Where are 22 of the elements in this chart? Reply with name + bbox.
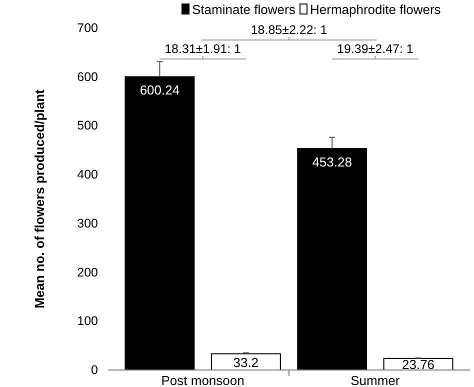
legend-label: Staminate flowers xyxy=(192,2,296,17)
annotation: 18.85±2.22: 1 xyxy=(250,23,328,37)
data-label: 600.24 xyxy=(140,82,180,98)
y-axis-title: Mean no. of flowers produced/plant xyxy=(32,88,47,308)
y-tick-label: 100 xyxy=(77,314,98,328)
bar xyxy=(124,76,195,370)
annotation: 19.39±2.47: 1 xyxy=(337,42,414,56)
y-tick-label: 400 xyxy=(77,168,98,182)
y-tick-label: 200 xyxy=(77,265,98,280)
y-tick-label: 300 xyxy=(77,216,98,230)
bar xyxy=(297,148,368,370)
x-tick-label: Summer xyxy=(350,373,400,387)
y-tick-label: 0 xyxy=(91,363,98,377)
y-tick-label: 500 xyxy=(77,118,98,133)
y-tick-label: 600 xyxy=(77,70,98,84)
x-tick-label: Post monsoon xyxy=(161,373,244,387)
data-label: 23.76 xyxy=(402,357,435,372)
data-label: 33.2 xyxy=(233,354,259,370)
data-label: 453.28 xyxy=(312,154,352,170)
y-tick-label: 700 xyxy=(77,21,98,35)
annotation: 18.31±1.91: 1 xyxy=(164,42,242,56)
legend-label: Hermaphrodite flowers xyxy=(310,2,442,17)
